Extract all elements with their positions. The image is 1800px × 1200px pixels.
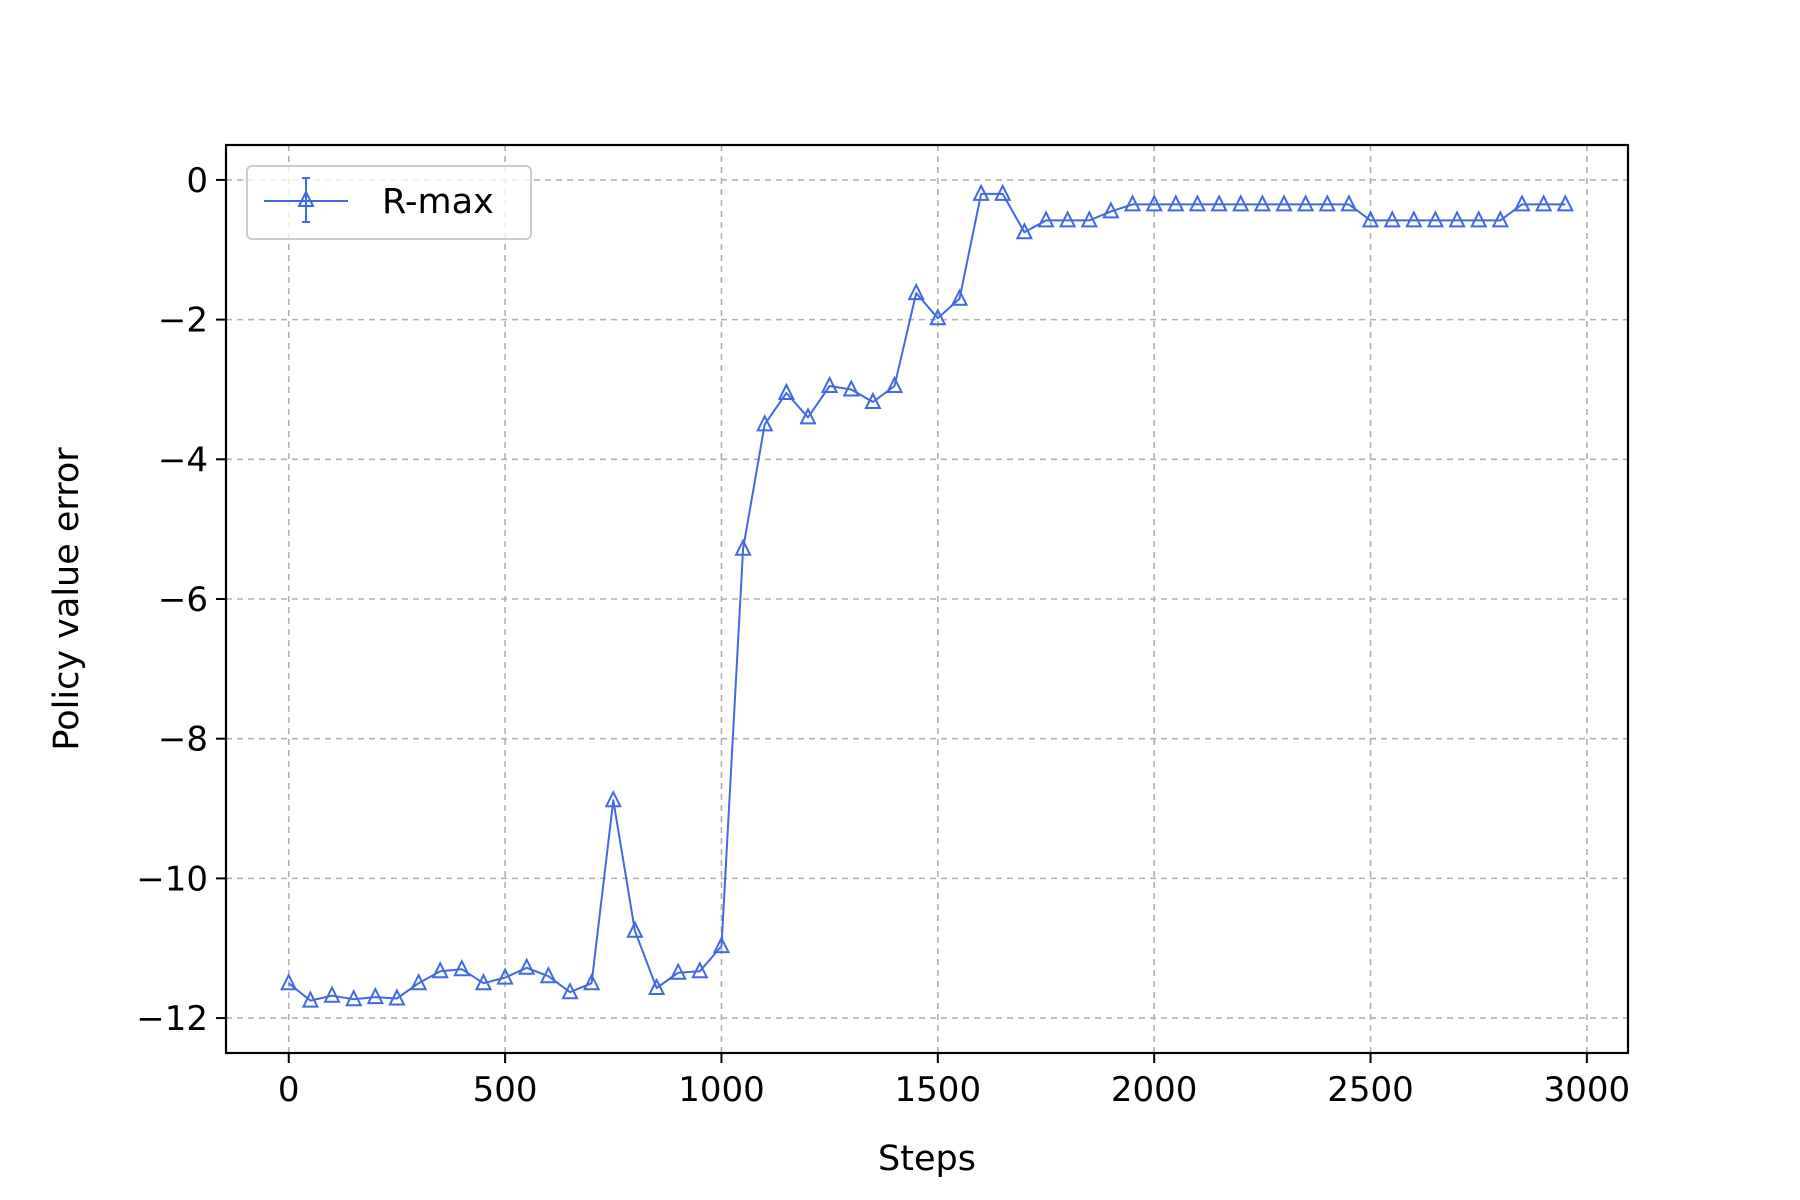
data-point-marker <box>1556 194 1574 212</box>
data-point-marker <box>1426 210 1445 228</box>
data-point-marker <box>756 414 774 432</box>
data-point-marker <box>1037 210 1055 228</box>
data-point-marker <box>626 920 644 938</box>
data-point-marker <box>1383 210 1401 228</box>
legend-box <box>246 165 532 240</box>
x-tick-label: 500 <box>473 1070 538 1110</box>
data-point-marker <box>1123 194 1142 212</box>
data-point-marker <box>1275 194 1293 212</box>
data-point-marker <box>345 988 363 1007</box>
data-point-marker <box>972 183 990 201</box>
x-tick-label: 0 <box>278 1070 300 1110</box>
legend: R-max <box>246 165 532 240</box>
data-point-marker <box>1405 210 1423 228</box>
data-point-marker <box>1210 194 1228 212</box>
data-point-marker <box>864 391 882 409</box>
data-point-marker <box>518 957 536 975</box>
y-axis-label: Policy value error <box>47 447 87 751</box>
data-point-marker <box>669 962 687 980</box>
data-point-marker <box>994 183 1012 201</box>
data-point-marker <box>323 985 341 1003</box>
data-point-marker <box>950 288 969 306</box>
y-tick-label: 0 <box>186 161 208 201</box>
y-tick-label: −8 <box>158 720 208 760</box>
data-point-marker <box>1513 194 1531 212</box>
y-tick-label: −4 <box>158 440 208 480</box>
data-point-marker <box>1448 210 1466 228</box>
data-point-marker <box>561 981 579 1000</box>
x-tick-label: 2000 <box>1111 1070 1198 1110</box>
legend-label: R-max <box>382 182 494 222</box>
data-point-marker <box>1232 194 1250 212</box>
data-point-marker <box>604 789 622 808</box>
x-tick-label: 1000 <box>678 1070 765 1110</box>
data-point-marker <box>842 379 860 397</box>
y-tick-label: −6 <box>158 580 208 620</box>
data-point-marker <box>1015 222 1034 240</box>
data-point-marker <box>1491 210 1509 228</box>
data-point-marker <box>474 972 493 991</box>
data-point-marker <box>1080 210 1098 228</box>
data-point-marker <box>1188 194 1207 212</box>
x-axis-label: Steps <box>878 1139 976 1179</box>
data-point-marker <box>301 990 320 1008</box>
data-point-marker <box>820 375 839 393</box>
data-point-marker <box>1167 194 1185 212</box>
data-point-marker <box>496 967 514 985</box>
data-point-marker <box>431 961 449 979</box>
data-point-marker <box>280 972 298 991</box>
data-point-marker <box>799 407 817 425</box>
data-point-marker <box>907 282 925 301</box>
data-point-marker <box>712 935 731 954</box>
data-point-marker <box>409 972 428 991</box>
data-point-marker <box>539 965 558 984</box>
data-point-marker <box>777 382 796 400</box>
x-tick-label: 1500 <box>895 1070 982 1110</box>
y-tick-label: −2 <box>158 301 208 341</box>
data-point-marker <box>453 958 471 977</box>
data-point-marker <box>929 307 947 326</box>
data-point-marker <box>1318 194 1336 212</box>
y-tick-label: −12 <box>136 999 208 1039</box>
data-point-marker <box>1361 210 1380 228</box>
data-point-marker <box>691 961 709 979</box>
data-point-marker <box>734 538 752 556</box>
y-tick-label: −10 <box>136 859 208 899</box>
data-point-marker <box>1253 194 1272 212</box>
legend-marker-triangle <box>297 189 315 207</box>
series-layer <box>280 183 1574 1008</box>
data-point-marker <box>1340 194 1358 212</box>
data-point-marker <box>1145 194 1163 212</box>
x-tick-label: 3000 <box>1544 1070 1631 1110</box>
data-point-marker <box>1296 194 1315 212</box>
data-point-marker <box>1102 201 1120 219</box>
ticks: 0 500 1000 1500 2000 2500 3000 0 −2 −4 −6 −8 −10 −12 <box>136 161 1630 1110</box>
data-point-marker <box>1534 194 1553 212</box>
data-point-marker <box>647 977 666 995</box>
data-point-marker <box>1470 210 1488 228</box>
data-point-marker <box>1058 210 1077 228</box>
x-tick-label: 2500 <box>1327 1070 1414 1110</box>
data-point-marker <box>366 986 384 1005</box>
data-point-marker <box>885 375 904 393</box>
data-point-marker <box>582 972 601 991</box>
data-point-marker <box>388 988 406 1006</box>
